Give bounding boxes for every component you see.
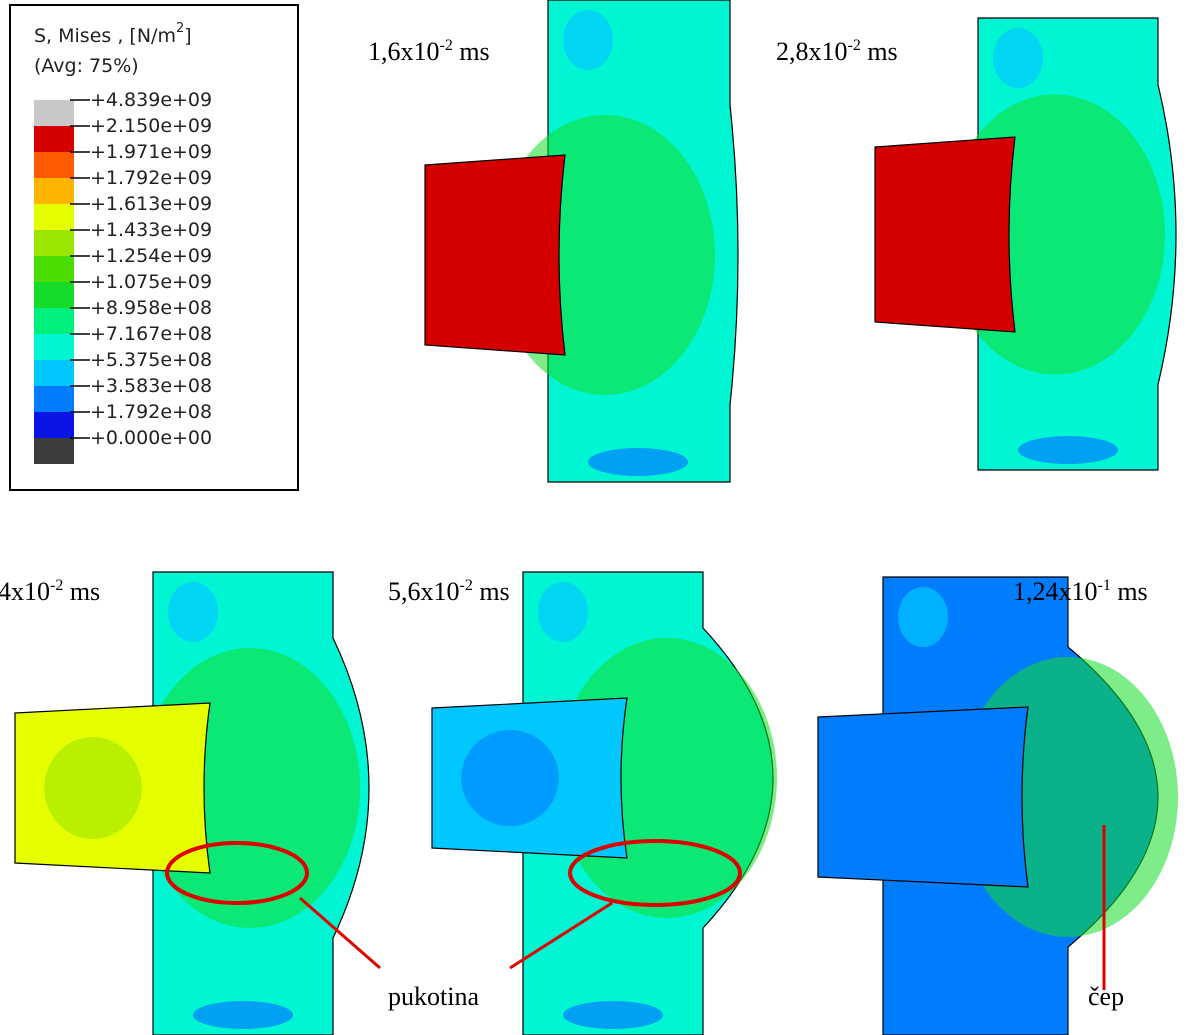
time-unit: ms — [861, 37, 898, 66]
legend-band — [34, 360, 74, 386]
legend-label: +8.958e+08 — [90, 297, 212, 319]
frame: 1,6x10-2 ms — [368, 0, 739, 483]
legend-band — [34, 100, 74, 126]
leader-line — [299, 896, 381, 970]
crack-marker — [165, 841, 309, 905]
stress-zone — [563, 1001, 663, 1029]
stress-zone — [1018, 436, 1118, 464]
frame: 1,24x10-1 ms — [817, 576, 1178, 1035]
stress-zone — [168, 582, 218, 642]
time-exp: -1 — [1098, 577, 1111, 594]
legend-label: +1.792e+09 — [90, 167, 212, 189]
legend-title-main: S, Mises , [N/m — [34, 25, 176, 47]
legend-band — [34, 438, 74, 464]
legend-band — [34, 178, 74, 204]
legend-label: +1.971e+09 — [90, 141, 212, 163]
stress-zone — [849, 743, 955, 851]
legend-band — [34, 204, 74, 230]
legend-band — [34, 126, 74, 152]
legend-band — [34, 256, 74, 282]
time-label: 4x10-2 ms — [0, 577, 100, 606]
legend-label: +1.613e+09 — [90, 193, 212, 215]
crack-label: pukotina — [388, 982, 479, 1011]
frame: 5,6x10-2 ms — [388, 571, 777, 1035]
legend-band — [34, 152, 74, 178]
legend-label: +0.000e+00 — [90, 427, 212, 449]
time-label: 1,24x10-1 ms — [1013, 577, 1148, 606]
legend-label: +5.375e+08 — [90, 349, 212, 371]
projectile — [424, 154, 566, 356]
stress-zone — [993, 28, 1043, 88]
legend-band — [34, 282, 74, 308]
legend-label: +1.254e+09 — [90, 245, 212, 267]
time-main: 4x10 — [0, 577, 50, 606]
legend-band — [34, 308, 74, 334]
time-label: 5,6x10-2 ms — [388, 577, 510, 606]
projectile — [874, 136, 1016, 333]
legend-subtitle: (Avg: 75%) — [34, 55, 139, 77]
time-unit: ms — [453, 37, 490, 66]
time-unit: ms — [473, 577, 510, 606]
legend-band — [34, 230, 74, 256]
time-unit: ms — [63, 577, 100, 606]
plug-label: čep — [1088, 982, 1124, 1011]
stress-zone — [538, 582, 588, 642]
legend-label: +1.075e+09 — [90, 271, 212, 293]
stress-zone — [193, 1001, 293, 1029]
frame: 4x10-2 ms — [0, 571, 370, 1035]
time-exp: -2 — [848, 37, 861, 54]
time-unit: ms — [1111, 577, 1148, 606]
leader-line — [509, 901, 613, 970]
time-label: 2,8x10-2 ms — [776, 37, 898, 66]
time-exp: -2 — [440, 37, 453, 54]
time-exp: -2 — [460, 577, 473, 594]
time-label: 1,6x10-2 ms — [368, 37, 490, 66]
legend-label: +4.839e+09 — [90, 89, 212, 111]
time-main: 2,8x10 — [776, 37, 848, 66]
legend-label: +1.433e+09 — [90, 219, 212, 241]
legend-title: S, Mises , [N/m2] — [34, 21, 192, 47]
time-main: 1,24x10 — [1013, 577, 1098, 606]
legend-label: +1.792e+08 — [90, 401, 212, 423]
stress-zone — [563, 10, 613, 70]
legend-title-sup: 2 — [176, 21, 184, 36]
legend-label: +7.167e+08 — [90, 323, 212, 345]
stress-zone — [898, 587, 948, 647]
legend: +4.839e+09 +2.150e+09 +1.971e+09 +1.792e+09… — [34, 89, 212, 464]
stress-zone — [461, 730, 559, 826]
legend-label: +2.150e+09 — [90, 115, 212, 137]
time-exp: -2 — [50, 577, 63, 594]
stress-zone — [923, 1001, 1023, 1029]
time-main: 5,6x10 — [388, 577, 460, 606]
stress-zone — [44, 737, 142, 839]
crack-marker — [568, 839, 742, 907]
legend-band — [34, 334, 74, 360]
stress-zone — [588, 448, 688, 476]
time-main: 1,6x10 — [368, 37, 440, 66]
legend-band — [34, 412, 74, 438]
legend-label: +3.583e+08 — [90, 375, 212, 397]
legend-title-end: ] — [184, 25, 191, 47]
frame: 2,8x10-2 ms — [776, 17, 1177, 471]
legend-band — [34, 386, 74, 412]
